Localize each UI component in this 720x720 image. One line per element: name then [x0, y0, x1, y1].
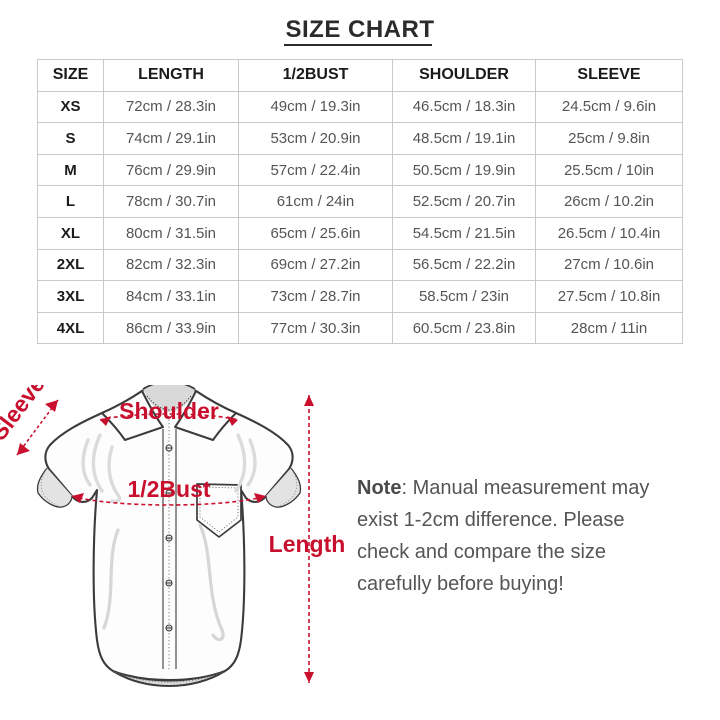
svg-text:Sleeve: Sleeve [0, 385, 50, 445]
svg-text:Length: Length [269, 531, 346, 557]
svg-text:Shoulder: Shoulder [119, 398, 219, 424]
svg-text:1/2Bust: 1/2Bust [127, 476, 210, 502]
